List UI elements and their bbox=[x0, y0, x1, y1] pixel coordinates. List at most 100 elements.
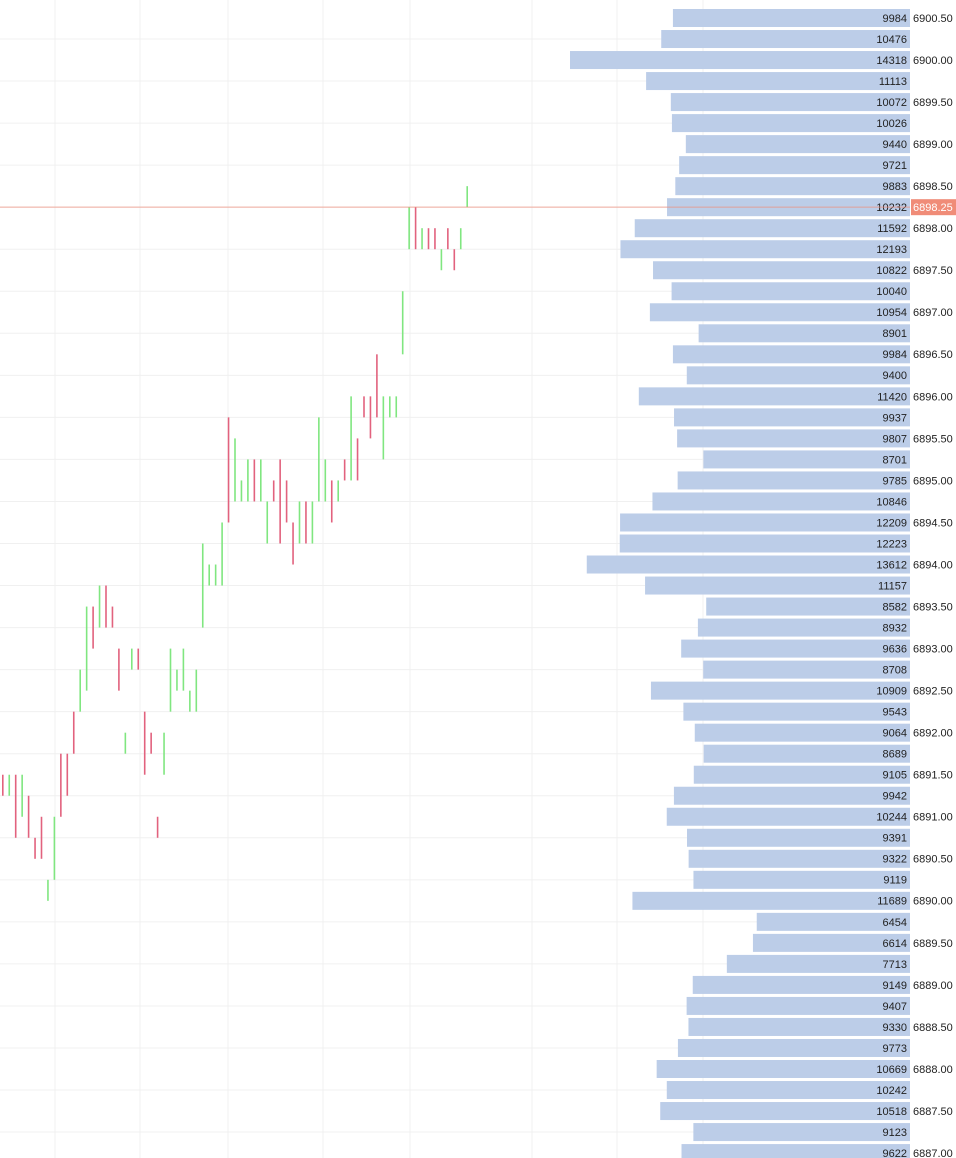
volume-label: 10232 bbox=[876, 202, 907, 214]
candle bbox=[156, 816, 159, 838]
y-tick-label: 6894.00 bbox=[913, 559, 953, 571]
candle bbox=[260, 459, 262, 502]
candle bbox=[2, 774, 4, 796]
volume-label: 9440 bbox=[883, 139, 907, 151]
volume-bar bbox=[726, 954, 910, 973]
volume-bar bbox=[698, 324, 910, 343]
candle bbox=[72, 711, 75, 754]
candle bbox=[176, 669, 178, 691]
volume-label: 9105 bbox=[883, 770, 907, 782]
volume-bar bbox=[671, 114, 910, 133]
volume-label: 9330 bbox=[883, 1022, 907, 1034]
volume-bar bbox=[703, 660, 910, 679]
y-tick-label: 6899.00 bbox=[913, 139, 953, 151]
y-tick-label: 6895.00 bbox=[913, 475, 953, 487]
volume-label: 10072 bbox=[876, 97, 907, 109]
candle bbox=[150, 732, 152, 754]
candle bbox=[40, 816, 43, 859]
candle bbox=[124, 732, 127, 754]
candle bbox=[272, 480, 275, 502]
volume-label: 9407 bbox=[883, 1001, 907, 1013]
volume-label: 12193 bbox=[876, 244, 907, 256]
volume-bar bbox=[661, 30, 910, 49]
candle bbox=[118, 648, 120, 691]
volume-bar bbox=[694, 723, 910, 742]
candle bbox=[279, 459, 281, 544]
volume-bar bbox=[638, 387, 910, 406]
volume-bar bbox=[672, 9, 910, 27]
candle bbox=[434, 228, 436, 250]
volume-bar bbox=[685, 135, 910, 154]
volume-label: 10026 bbox=[876, 118, 907, 130]
candle bbox=[369, 396, 372, 439]
volume-label: 9149 bbox=[883, 980, 907, 992]
candle bbox=[27, 795, 30, 838]
candle bbox=[363, 396, 365, 418]
volume-label: 9400 bbox=[883, 370, 907, 382]
candle bbox=[189, 690, 191, 712]
candle bbox=[60, 753, 62, 817]
volume-bar bbox=[674, 408, 910, 427]
candle bbox=[447, 228, 449, 250]
volume-label: 11157 bbox=[878, 580, 907, 592]
y-tick-label: 6894.50 bbox=[913, 517, 953, 529]
y-tick-label: 6893.50 bbox=[913, 601, 953, 613]
candle bbox=[221, 522, 223, 586]
candle bbox=[137, 648, 140, 670]
candle bbox=[356, 438, 359, 481]
candle bbox=[253, 459, 256, 502]
volume-label: 10909 bbox=[876, 686, 907, 698]
candle bbox=[350, 396, 352, 481]
volume-bar bbox=[666, 1081, 910, 1100]
candle bbox=[401, 291, 404, 355]
volume-bar bbox=[570, 51, 910, 70]
volume-bar bbox=[666, 807, 910, 826]
candle bbox=[53, 816, 56, 880]
volume-label: 10518 bbox=[876, 1106, 907, 1118]
volume-bar bbox=[656, 1060, 910, 1078]
volume-bar bbox=[620, 513, 910, 532]
candle bbox=[85, 606, 88, 691]
y-tick-label: 6887.50 bbox=[913, 1106, 953, 1118]
candle bbox=[214, 564, 217, 586]
candle bbox=[305, 501, 307, 544]
y-tick-label: 6898.00 bbox=[913, 223, 953, 235]
y-tick-label: 6889.00 bbox=[913, 980, 953, 992]
candle bbox=[421, 228, 423, 250]
y-tick-label: 6889.50 bbox=[913, 938, 953, 950]
volume-bar bbox=[672, 345, 910, 364]
volume-bar bbox=[619, 534, 910, 553]
candle bbox=[98, 585, 101, 628]
volume-label: 12223 bbox=[876, 538, 907, 550]
volume-bar bbox=[706, 597, 910, 616]
volume-label: 8708 bbox=[883, 665, 907, 677]
candle bbox=[111, 606, 114, 628]
volume-bar bbox=[677, 1038, 910, 1057]
y-tick-label: 6897.50 bbox=[913, 265, 953, 277]
volume-bar bbox=[677, 429, 910, 448]
volume-label: 10822 bbox=[876, 265, 907, 277]
volume-label: 8901 bbox=[883, 328, 907, 340]
volume-label: 11113 bbox=[879, 76, 907, 88]
candle bbox=[8, 774, 11, 796]
volume-label: 6614 bbox=[883, 938, 907, 950]
volume-bar bbox=[652, 492, 910, 511]
volume-label: 8582 bbox=[883, 601, 907, 613]
volume-bar bbox=[692, 975, 910, 994]
volume-label: 9773 bbox=[883, 1043, 907, 1055]
volume-bar bbox=[620, 240, 910, 259]
candle bbox=[163, 732, 165, 775]
candle bbox=[324, 459, 327, 502]
candle bbox=[311, 501, 314, 544]
candle bbox=[14, 774, 17, 838]
volume-label: 9119 bbox=[883, 875, 907, 887]
y-tick-label: 6891.00 bbox=[913, 812, 953, 824]
volume-bar bbox=[673, 786, 910, 805]
volume-label: 9984 bbox=[883, 13, 907, 25]
volume-bar bbox=[686, 996, 910, 1015]
y-tick-label: 6900.50 bbox=[913, 13, 953, 25]
volume-label: 9785 bbox=[883, 475, 907, 487]
volume-bar bbox=[679, 156, 910, 175]
y-tick-label: 6890.50 bbox=[913, 854, 953, 866]
